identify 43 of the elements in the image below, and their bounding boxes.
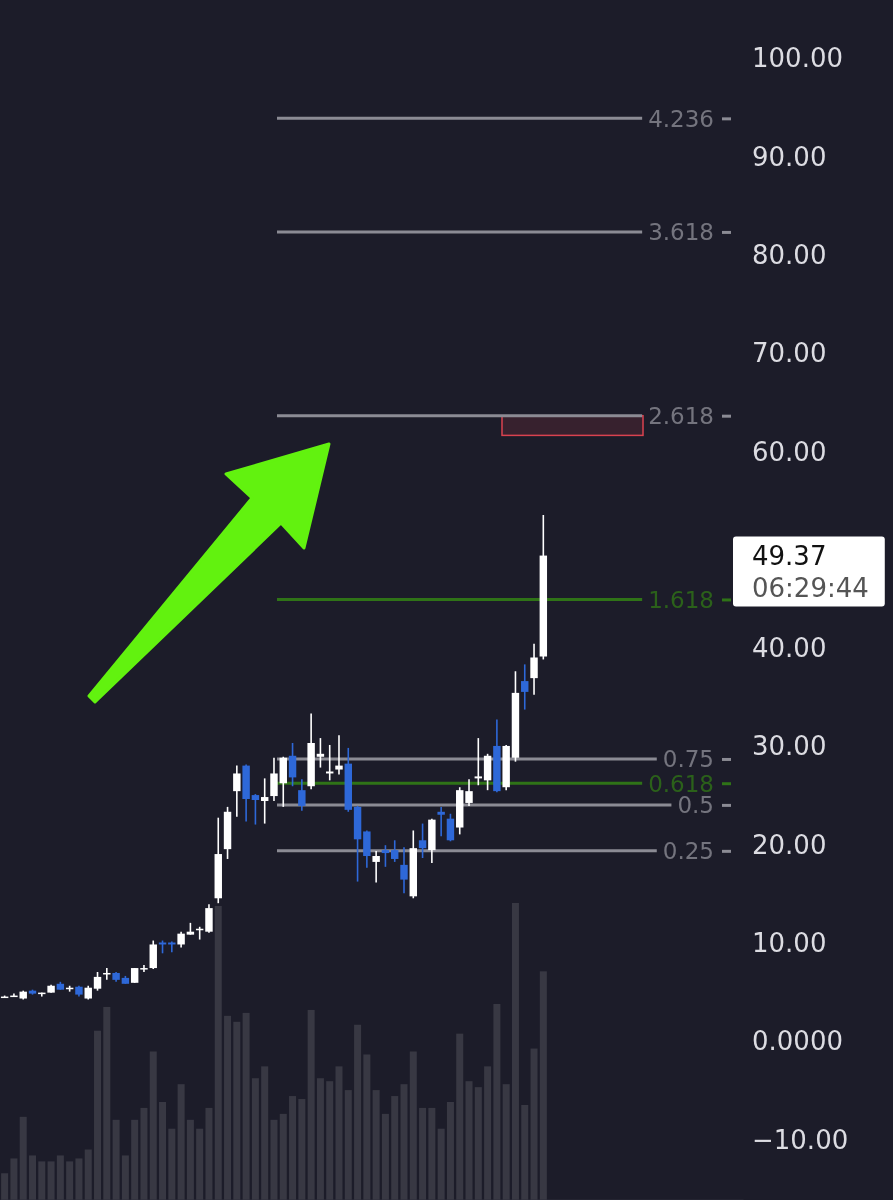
- y-tick-label: 70.00: [752, 338, 827, 369]
- y-tick-label: 20.00: [752, 829, 827, 860]
- candlestick: [530, 642, 538, 696]
- y-tick-label: 30.00: [752, 731, 827, 762]
- text: 49.37: [752, 540, 827, 571]
- candlestick: [381, 844, 390, 868]
- y2-tick-label: 0.75: [662, 746, 714, 773]
- candlestick: [298, 778, 306, 812]
- y-tick-label: 40.00: [752, 633, 827, 664]
- y-tick-label: 80.00: [752, 240, 827, 271]
- y-tick-label: 100.00: [752, 43, 843, 74]
- y2-tick-label: 0.25: [662, 838, 714, 865]
- candlestick: [233, 764, 241, 818]
- candlestick: [372, 850, 380, 884]
- candlestick: [316, 737, 325, 769]
- y-tick-label: −10.00: [752, 1124, 849, 1155]
- candlestick: [270, 756, 278, 802]
- text: 06:29:44: [752, 572, 869, 603]
- y2-tick-label: 1.618: [648, 586, 714, 613]
- candlestick: [288, 742, 297, 788]
- y2-tick-label: 4.236: [648, 105, 714, 132]
- candlestick: [437, 806, 445, 838]
- candlestick: [140, 964, 148, 973]
- candlestick: [251, 793, 260, 826]
- candlestick: [521, 663, 529, 711]
- candlestick: [205, 903, 213, 934]
- y-tick-label: 90.00: [752, 141, 827, 172]
- candlestick: [474, 737, 483, 787]
- candlestick: [400, 846, 408, 895]
- candlestick: [418, 822, 427, 859]
- y-tick-label: 0.0000: [752, 1026, 843, 1057]
- candlestick: [446, 812, 455, 843]
- candlestick: [93, 971, 102, 992]
- candlestick: [149, 939, 157, 970]
- candlestick: [325, 744, 334, 782]
- candlestick: [335, 734, 343, 776]
- y-tick-label: 60.00: [752, 436, 827, 467]
- y2-tick-label: 2.618: [648, 403, 714, 430]
- y-tick-label: 10.00: [752, 928, 827, 959]
- y2-tick-label: 3.618: [648, 219, 714, 246]
- candlestick: [260, 777, 269, 825]
- candlestick: [391, 839, 399, 863]
- candlestick: [465, 778, 473, 807]
